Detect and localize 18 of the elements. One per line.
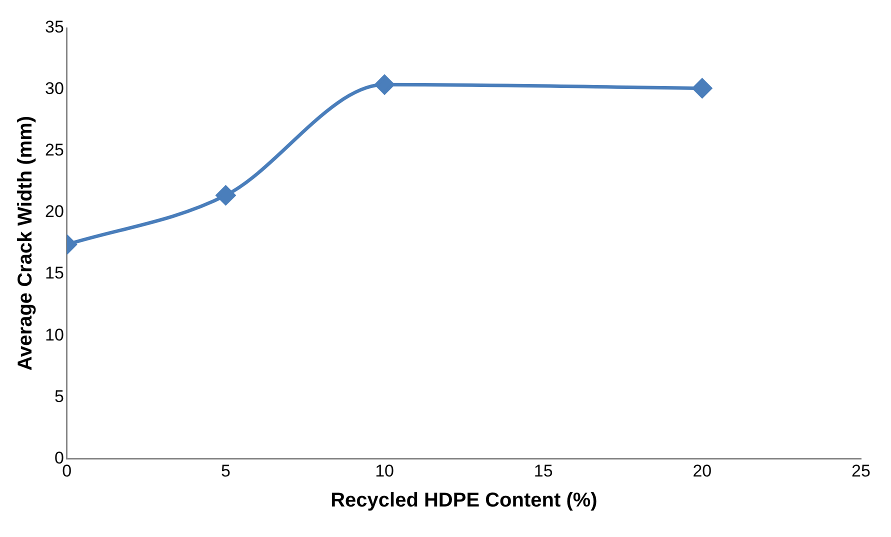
- x-tick-label: 5: [220, 461, 230, 480]
- y-tick-label: 10: [44, 325, 64, 344]
- y-tick-label: 0: [54, 448, 64, 468]
- y-tick-label: 30: [44, 79, 64, 98]
- x-tick-label: 10: [375, 461, 394, 480]
- y-axis-title: Average Crack Width (mm): [14, 116, 37, 371]
- y-tick-label: 15: [44, 264, 64, 283]
- x-axis-title: Recycled HDPE Content (%): [330, 490, 598, 512]
- y-tick-label: 35: [44, 18, 64, 37]
- y-tick-label: 5: [54, 386, 64, 406]
- y-tick-label: 25: [44, 140, 64, 160]
- point: [692, 78, 712, 98]
- x-tick-label: 25: [852, 461, 870, 480]
- point: [216, 186, 236, 206]
- x-tick-label: 15: [534, 461, 553, 480]
- x-tick-label: 20: [692, 461, 712, 480]
- point: [374, 74, 394, 94]
- y-tick-label: 20: [44, 202, 64, 222]
